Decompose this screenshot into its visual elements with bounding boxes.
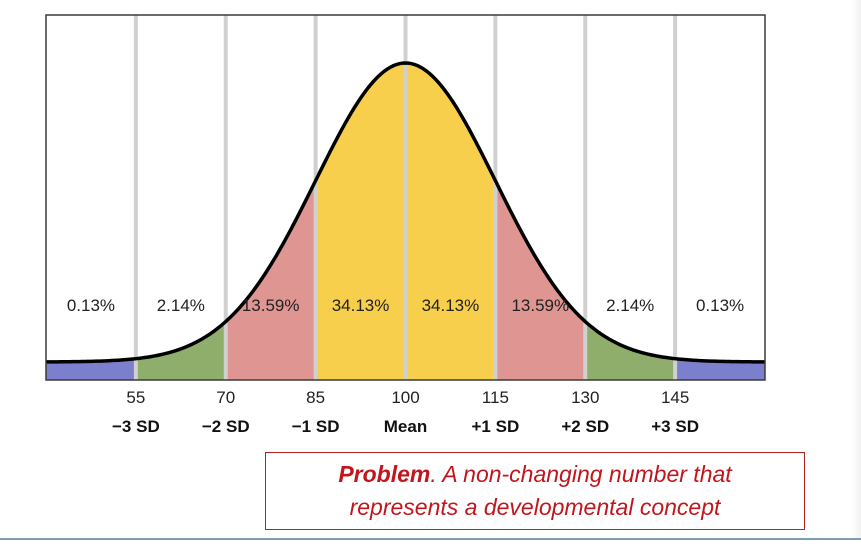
tick-label-130: 130 [571, 388, 599, 407]
sd-label-145: +3 SD [651, 417, 699, 436]
sd-label-70: −2 SD [202, 417, 250, 436]
problem-callout: Problem. A non-changing number that repr… [265, 452, 805, 530]
band-area-5 [405, 63, 496, 380]
plot-border [45, 14, 766, 381]
bell-curve-line [45, 61, 766, 364]
problem-line1-rest: . A non-changing number that [430, 461, 732, 487]
sd-label-55: −3 SD [112, 417, 160, 436]
sd-label-100: Mean [384, 417, 427, 436]
problem-line2: represents a developmental concept [349, 494, 721, 520]
tick-label-115: 115 [482, 388, 509, 407]
band-area-7 [585, 321, 676, 380]
band-percent-label-2: 2.14% [157, 296, 205, 315]
band-percent-label-6: 13.59% [511, 296, 569, 315]
band-area-2 [135, 321, 226, 380]
tick-label-55: 55 [126, 388, 145, 407]
tick-label-100: 100 [391, 388, 419, 407]
sd-label-115: +1 SD [472, 417, 520, 436]
band-percent-label-8: 0.13% [696, 296, 744, 315]
band-percent-label-1: 0.13% [67, 296, 115, 315]
band-area-3 [225, 180, 316, 380]
slide-right-edge [851, 0, 861, 540]
sd-label-85: −1 SD [292, 417, 340, 436]
band-area-6 [495, 180, 586, 380]
tick-label-85: 85 [306, 388, 325, 407]
band-percent-label-4: 34.13% [332, 296, 390, 315]
band-percent-label-7: 2.14% [606, 296, 654, 315]
sd-label-130: +2 SD [561, 417, 609, 436]
band-area-8 [675, 358, 765, 380]
problem-bold-word: Problem [338, 461, 431, 487]
band-area-4 [315, 63, 406, 380]
band-percent-label-3: 13.59% [242, 296, 300, 315]
tick-label-70: 70 [216, 388, 235, 407]
band-percent-label-5: 34.13% [422, 296, 480, 315]
band-area-1 [46, 358, 136, 380]
tick-label-145: 145 [661, 388, 689, 407]
slide-bottom-rule [0, 538, 861, 540]
